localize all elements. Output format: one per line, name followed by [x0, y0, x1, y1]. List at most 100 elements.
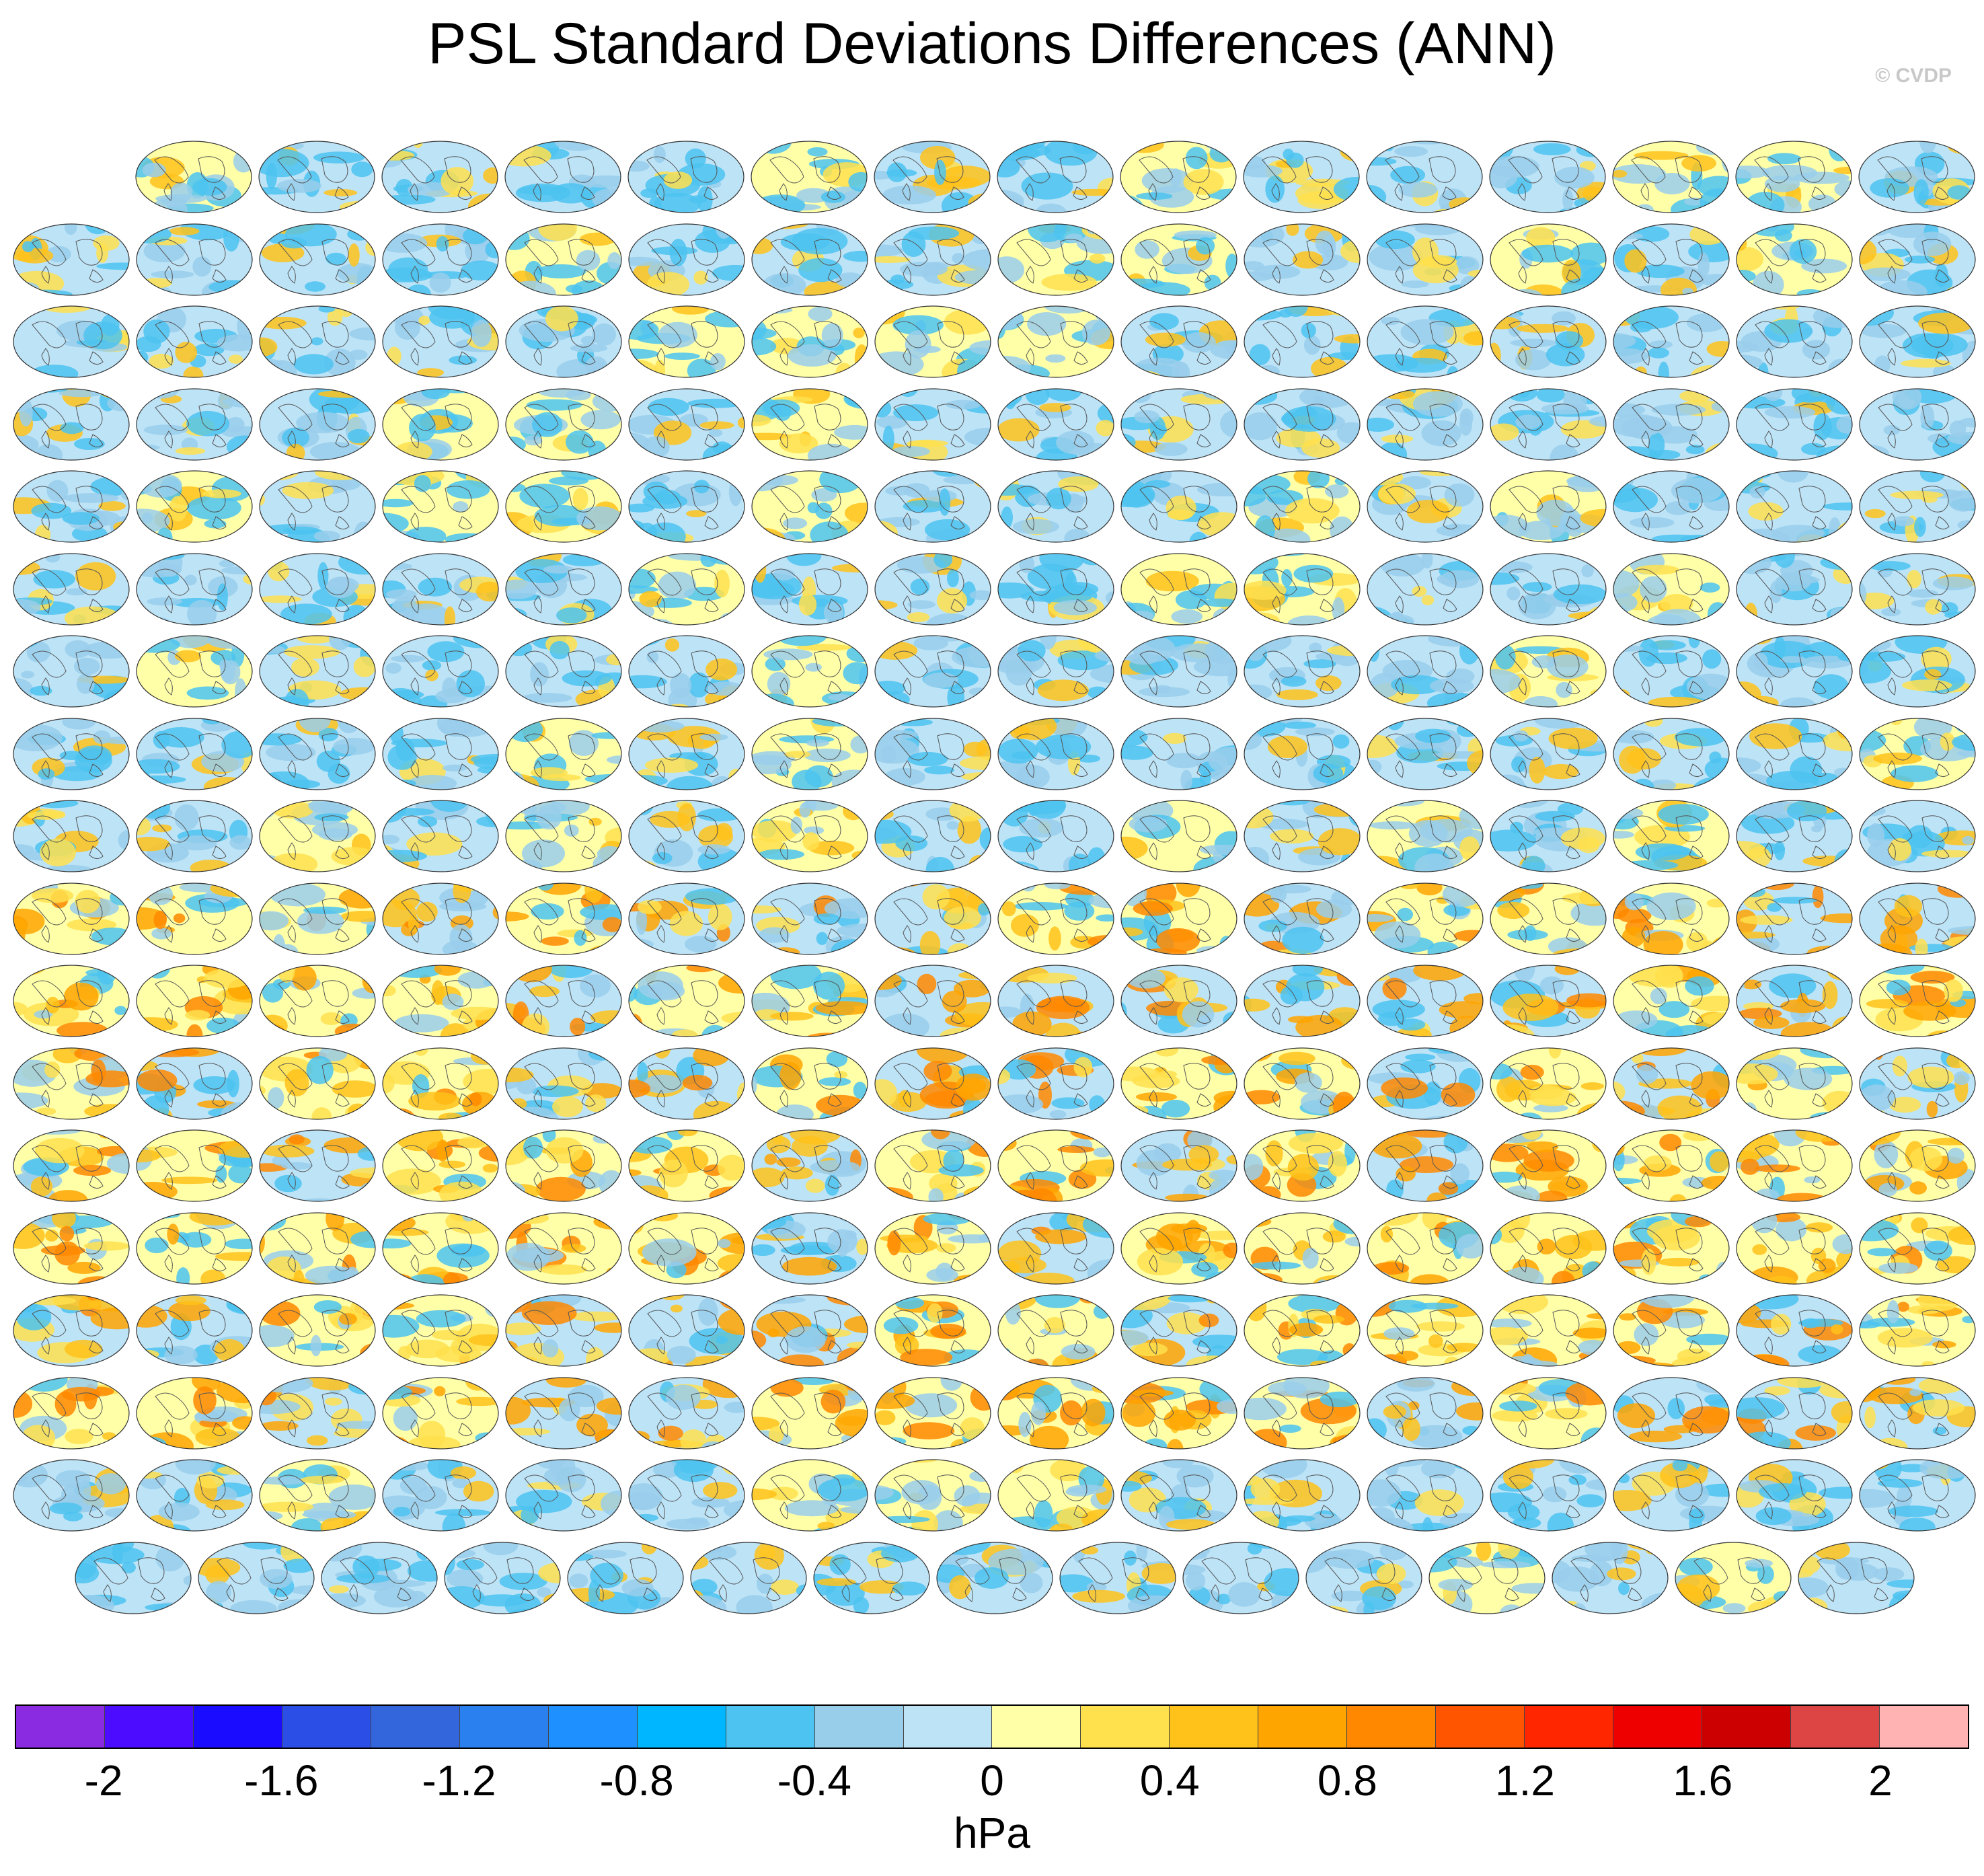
global-map-icon [382, 1047, 499, 1120]
global-map-icon [628, 470, 745, 543]
map-panel [627, 1368, 746, 1452]
global-map-icon [1736, 717, 1853, 790]
colorbar-tick-label: 0.4 [1139, 1756, 1200, 1805]
map-panel [751, 1285, 869, 1369]
map-panel [258, 1121, 377, 1204]
global-map-icon [997, 882, 1114, 955]
global-map-icon [1613, 1376, 1730, 1450]
global-map-icon [136, 965, 253, 1037]
global-map-icon [1613, 1129, 1730, 1202]
global-map-icon [382, 882, 499, 955]
colorbar-tick-label: 0 [980, 1756, 1004, 1805]
map-panel [1489, 544, 1607, 628]
global-map-icon [997, 1129, 1114, 1202]
map-panel [689, 1533, 808, 1616]
map-panel [997, 1368, 1115, 1452]
global-map-icon [1613, 552, 1730, 626]
global-map-icon [13, 965, 130, 1037]
map-panel [258, 1285, 377, 1369]
global-map-icon [1244, 1211, 1361, 1285]
map-panel [1489, 215, 1607, 298]
global-map-icon [751, 1129, 868, 1202]
global-map-icon [1859, 387, 1976, 461]
map-panel [443, 1533, 562, 1616]
global-map-icon [751, 305, 868, 378]
map-panel [12, 1450, 130, 1534]
global-map-icon [1243, 141, 1360, 213]
global-map-icon [628, 635, 745, 708]
map-panel [997, 956, 1115, 1039]
global-map-icon [1859, 1047, 1976, 1120]
global-map-icon [13, 635, 130, 708]
map-panel [1858, 544, 1977, 628]
map-panel [1243, 461, 1361, 545]
global-map-icon [628, 965, 745, 1037]
global-map-icon [997, 387, 1114, 461]
map-panel [258, 626, 377, 710]
global-map-icon [259, 1211, 376, 1285]
global-map-icon [997, 223, 1114, 296]
global-map-icon [259, 470, 376, 543]
map-panel [1366, 544, 1484, 628]
global-map-icon [1490, 965, 1607, 1037]
global-map-icon [1244, 1047, 1361, 1120]
global-map-icon [381, 141, 498, 213]
colorbar-tick-label: 0.8 [1317, 1756, 1377, 1805]
global-map-icon [136, 882, 253, 955]
map-panel [1120, 626, 1238, 710]
map-panel [504, 379, 623, 463]
map-panel [1858, 379, 1977, 463]
map-panel [1612, 1039, 1730, 1122]
global-map-icon [1613, 387, 1730, 461]
global-map-icon [1859, 800, 1976, 872]
colorbar-swatch [1525, 1706, 1614, 1748]
map-panel [1489, 1450, 1607, 1534]
map-panel [1735, 956, 1854, 1039]
colorbar-swatch [1436, 1706, 1525, 1748]
map-panel [12, 874, 130, 957]
global-map-icon [259, 387, 376, 461]
map-panel [1612, 297, 1730, 380]
global-map-icon [1120, 635, 1237, 708]
map-panel [751, 874, 869, 957]
map-panel [12, 297, 130, 380]
map-panel [1182, 1533, 1300, 1616]
global-map-icon [628, 552, 745, 626]
map-panel [12, 379, 130, 463]
map-panel [627, 461, 746, 545]
colorbar [15, 1704, 1969, 1749]
global-map-icon [1367, 717, 1484, 790]
map-panel [1366, 1450, 1484, 1534]
global-map-icon [1120, 1047, 1237, 1120]
map-panel [381, 626, 500, 710]
global-map-icon [382, 635, 499, 708]
map-panel [258, 1039, 377, 1122]
map-panel [504, 1039, 623, 1122]
map-panel [997, 709, 1115, 792]
global-map-icon [1305, 1541, 1422, 1614]
global-map-icon [874, 1376, 991, 1450]
map-panel-grid [12, 132, 1977, 1616]
map-panel [627, 297, 746, 380]
map-panel [1735, 874, 1854, 957]
global-map-icon [1120, 1129, 1237, 1202]
map-panel [1489, 791, 1607, 874]
map-panel [1242, 132, 1361, 215]
map-panel [874, 1368, 992, 1452]
global-map-icon [874, 470, 991, 543]
global-map-icon [813, 1541, 930, 1614]
global-map-icon [751, 1211, 868, 1285]
global-map-icon [997, 1047, 1114, 1120]
global-map-icon [1244, 1129, 1361, 1202]
map-panel [258, 956, 377, 1039]
global-map-icon [1613, 717, 1730, 790]
map-panel [1735, 297, 1854, 380]
map-panel [197, 1533, 315, 1616]
colorbar-tick-label: -0.8 [599, 1756, 674, 1805]
map-panel [1120, 544, 1238, 628]
global-map-icon [1244, 1294, 1361, 1367]
map-panel [874, 461, 992, 545]
map-panel [1489, 1121, 1607, 1204]
map-panel [381, 215, 500, 298]
colorbar-tick-label: 2 [1868, 1756, 1893, 1805]
